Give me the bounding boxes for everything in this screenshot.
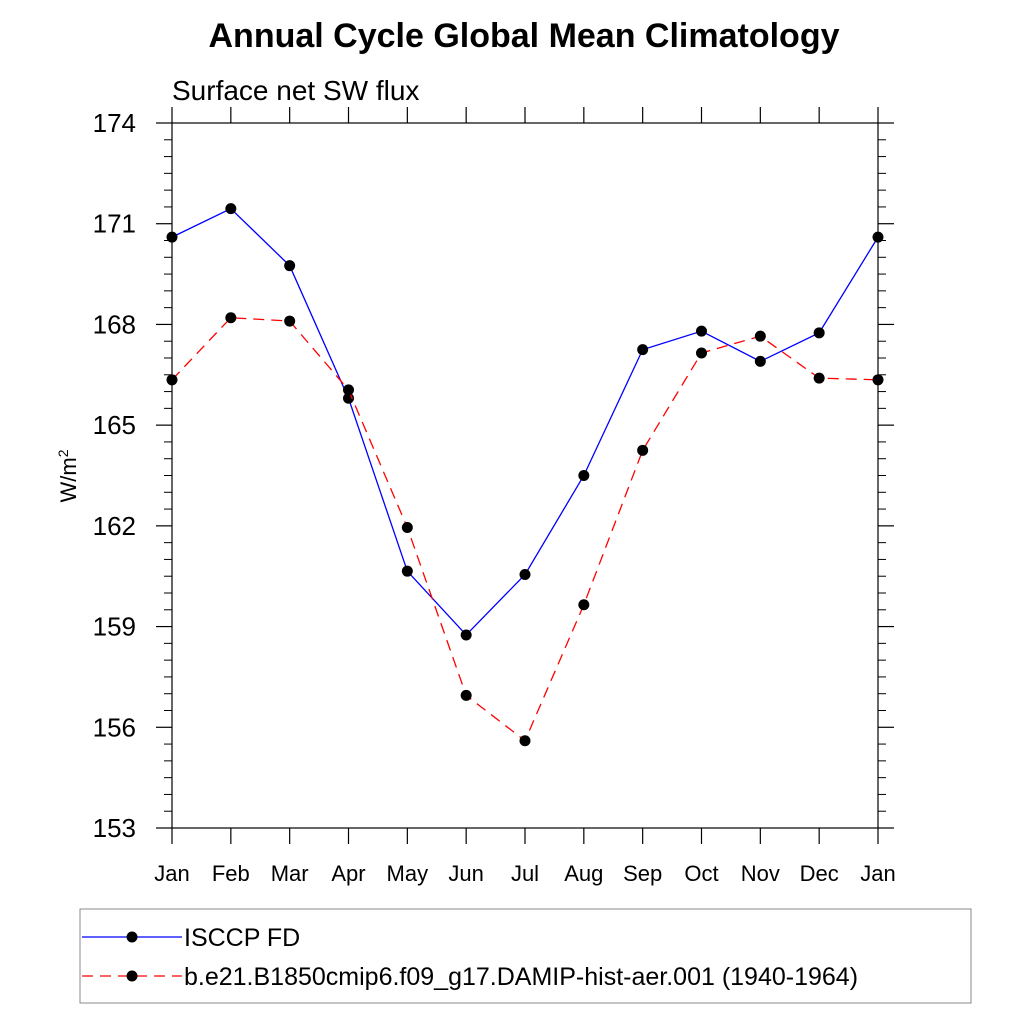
data-point <box>696 347 707 359</box>
y-tick-label: 165 <box>93 410 136 440</box>
data-point <box>401 565 413 577</box>
data-point <box>519 569 531 581</box>
x-tick-label: Nov <box>741 861 780 886</box>
x-tick-label: Jan <box>154 861 189 886</box>
legend-label: ISCCP FD <box>184 924 300 952</box>
data-point <box>519 735 531 747</box>
x-tick-label: Aug <box>564 861 603 886</box>
axes: 153 156 159 162 165 168 171 174 Jan Feb Mar Apr May J… <box>93 107 896 886</box>
data-point <box>754 355 766 367</box>
data-point <box>696 325 707 337</box>
x-tick-label: Mar <box>271 861 309 886</box>
data-point <box>637 344 649 356</box>
data-point <box>754 330 766 342</box>
x-tick-label: Dec <box>800 861 839 886</box>
data-point <box>460 689 472 701</box>
plot-frame <box>171 122 879 829</box>
legend-marker <box>126 970 138 982</box>
legend-label: b.e21.B1850cmip6.f09_g17.DAMIP-hist-aer.… <box>184 963 858 991</box>
y-axis-label-base: W/m <box>56 457 81 502</box>
data-point <box>872 231 884 243</box>
data-point <box>343 384 354 396</box>
data-point <box>872 374 884 386</box>
x-tick-label: Sep <box>623 861 662 886</box>
legend-box <box>79 908 972 1004</box>
chart-subtitle: Surface net SW flux <box>172 75 419 106</box>
y-tick-label: 171 <box>93 209 136 239</box>
series-2 <box>166 312 884 747</box>
data-point <box>813 327 825 339</box>
series-line <box>171 317 879 742</box>
data-point <box>460 629 472 641</box>
data-point <box>401 522 413 534</box>
data-point <box>225 203 237 215</box>
series-layer <box>166 203 884 747</box>
y-tick-label: 174 <box>93 108 136 138</box>
y-tick-label: 162 <box>93 511 136 541</box>
data-point <box>166 374 178 386</box>
chart-title: Annual Cycle Global Mean Climatology <box>209 17 840 55</box>
data-point <box>637 444 649 456</box>
data-point <box>225 312 237 324</box>
data-point <box>578 599 590 611</box>
x-tick-label: Jun <box>448 861 483 886</box>
legend-marker <box>126 931 138 943</box>
x-tick-label: Jan <box>860 861 895 886</box>
x-tick-label: Oct <box>684 861 718 886</box>
data-point <box>284 260 296 272</box>
y-tick-label: 156 <box>93 712 136 742</box>
x-tick-label: Feb <box>212 861 250 886</box>
series-1 <box>166 203 884 641</box>
x-tick-label: May <box>387 861 429 886</box>
legend: ISCCP FD b.e21.B1850cmip6.f09_g17.DAMIP-h… <box>79 908 972 1004</box>
data-point <box>284 315 296 327</box>
x-tick-label: Jul <box>511 861 539 886</box>
data-point <box>578 470 590 481</box>
y-axis-label-superscript: 2 <box>55 449 71 457</box>
data-point <box>813 372 825 384</box>
y-tick-label: 153 <box>93 813 136 843</box>
y-tick-label: 159 <box>93 612 136 642</box>
data-point <box>166 231 178 243</box>
x-tick-label: Apr <box>331 861 365 886</box>
y-tick-label: 168 <box>93 309 136 339</box>
y-axis-label: W/m2 <box>55 449 81 502</box>
